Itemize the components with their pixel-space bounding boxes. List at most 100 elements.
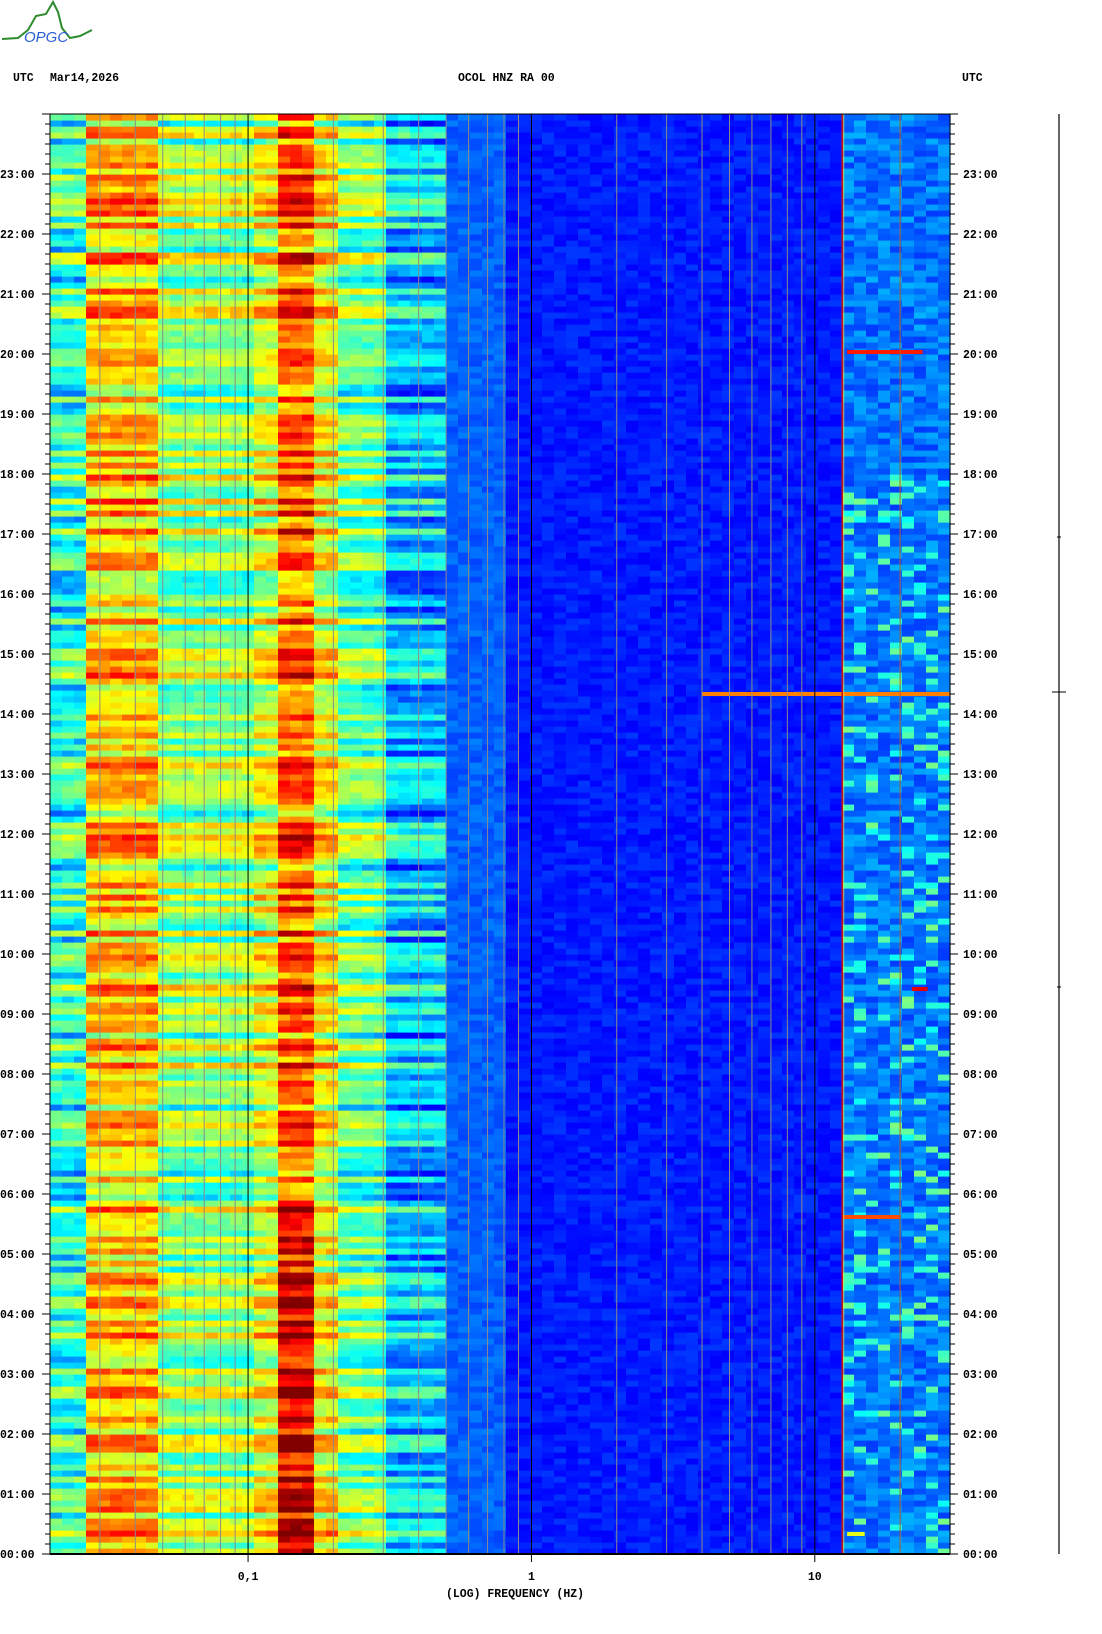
heatmap-cell bbox=[86, 1278, 99, 1285]
heatmap-cell bbox=[218, 690, 231, 697]
heatmap-cell bbox=[86, 456, 99, 463]
heatmap-cell bbox=[110, 1092, 123, 1099]
heatmap-cell bbox=[182, 642, 195, 649]
heatmap-cell bbox=[134, 936, 147, 943]
heatmap-cell bbox=[182, 834, 195, 841]
heatmap-cell bbox=[206, 270, 219, 277]
heatmap-cell bbox=[230, 1446, 243, 1453]
heatmap-cell bbox=[170, 1080, 183, 1087]
heatmap-cell bbox=[278, 324, 291, 331]
heatmap-cell bbox=[134, 1182, 147, 1189]
heatmap-cell bbox=[74, 1224, 87, 1231]
heatmap-cell bbox=[146, 558, 159, 565]
heatmap-cell bbox=[74, 1272, 87, 1279]
heatmap-cell bbox=[266, 732, 279, 739]
heatmap-cell bbox=[158, 348, 171, 355]
heatmap-cell bbox=[98, 1212, 111, 1219]
heatmap-cell bbox=[218, 1272, 231, 1279]
heatmap-cell bbox=[254, 864, 267, 871]
heatmap-cell bbox=[146, 1308, 159, 1315]
heatmap-cell bbox=[182, 1506, 195, 1513]
heatmap-cell bbox=[134, 1188, 147, 1195]
heatmap-cell bbox=[74, 666, 87, 673]
heatmap-cell bbox=[98, 1386, 111, 1393]
heatmap-cell bbox=[218, 234, 231, 241]
heatmap-cell bbox=[74, 852, 87, 859]
heatmap-cell bbox=[206, 960, 219, 967]
heatmap-cell bbox=[266, 222, 279, 229]
heatmap-cell bbox=[254, 1548, 267, 1555]
heatmap-cell bbox=[182, 192, 195, 199]
heatmap-cell bbox=[62, 1356, 75, 1363]
heatmap-cell bbox=[194, 1542, 207, 1549]
heatmap-cell bbox=[146, 930, 159, 937]
heatmap-cell bbox=[110, 114, 123, 121]
heatmap-cell bbox=[62, 1230, 75, 1237]
heatmap-cell bbox=[170, 1308, 183, 1315]
heatmap-cell bbox=[146, 564, 159, 571]
heatmap-cell bbox=[170, 1074, 183, 1081]
heatmap-cell bbox=[86, 984, 99, 991]
heatmap-cell bbox=[230, 816, 243, 823]
heatmap-cell bbox=[62, 270, 75, 277]
heatmap-cell bbox=[254, 348, 267, 355]
heatmap-cell bbox=[206, 1014, 219, 1021]
heatmap-cell bbox=[74, 192, 87, 199]
heatmap-cell bbox=[278, 234, 291, 241]
heatmap-cell bbox=[122, 732, 135, 739]
heatmap-cell bbox=[62, 1194, 75, 1201]
heatmap-cell bbox=[134, 810, 147, 817]
heatmap-cell bbox=[98, 186, 111, 193]
heatmap-cell bbox=[290, 900, 303, 907]
heatmap-cell bbox=[62, 1458, 75, 1465]
heatmap-cell bbox=[194, 1440, 207, 1447]
heatmap-cell bbox=[206, 1206, 219, 1213]
heatmap-cell bbox=[290, 546, 303, 553]
heatmap-cell bbox=[266, 246, 279, 253]
heatmap-cell bbox=[74, 1068, 87, 1075]
heatmap-cell bbox=[230, 1044, 243, 1051]
heatmap-cell bbox=[170, 1110, 183, 1117]
heatmap-cell bbox=[290, 1068, 303, 1075]
heatmap-cell bbox=[266, 1464, 279, 1471]
heatmap-cell bbox=[194, 1494, 207, 1501]
heatmap-cell bbox=[182, 1104, 195, 1111]
heatmap-cell bbox=[146, 894, 159, 901]
heatmap-cell bbox=[278, 450, 291, 457]
heatmap-cell bbox=[182, 1038, 195, 1045]
heatmap-cell bbox=[158, 294, 171, 301]
heatmap-cell bbox=[98, 1092, 111, 1099]
heatmap-cell bbox=[158, 1254, 171, 1261]
heatmap-cell bbox=[146, 1248, 159, 1255]
heatmap-cell bbox=[146, 1368, 159, 1375]
heatmap-cell bbox=[50, 708, 63, 715]
heatmap-cell bbox=[170, 1134, 183, 1141]
heatmap-cell bbox=[86, 600, 99, 607]
heatmap-cell bbox=[230, 1512, 243, 1519]
heatmap-cell bbox=[266, 738, 279, 745]
heatmap-cell bbox=[230, 1038, 243, 1045]
heatmap-cell bbox=[290, 498, 303, 505]
heatmap-cell bbox=[206, 714, 219, 721]
heatmap-cell bbox=[206, 372, 219, 379]
heatmap-cell bbox=[74, 294, 87, 301]
heatmap-cell bbox=[230, 1266, 243, 1273]
heatmap-cell bbox=[266, 840, 279, 847]
heatmap-cell bbox=[218, 804, 231, 811]
heatmap-cell bbox=[62, 1542, 75, 1549]
heatmap-cell bbox=[50, 408, 63, 415]
heatmap-cell bbox=[194, 996, 207, 1003]
heatmap-cell bbox=[98, 180, 111, 187]
heatmap-cell bbox=[146, 936, 159, 943]
heatmap-cell bbox=[146, 156, 159, 163]
heatmap-cell bbox=[110, 696, 123, 703]
heatmap-cell bbox=[194, 954, 207, 961]
heatmap-cell bbox=[230, 918, 243, 925]
heatmap-cell bbox=[254, 1110, 267, 1117]
heatmap-cell bbox=[98, 858, 111, 865]
heatmap-cell bbox=[230, 936, 243, 943]
heatmap-cell bbox=[230, 792, 243, 799]
heatmap-cell bbox=[74, 846, 87, 853]
heatmap-cell bbox=[50, 402, 63, 409]
heatmap-cell bbox=[86, 762, 99, 769]
